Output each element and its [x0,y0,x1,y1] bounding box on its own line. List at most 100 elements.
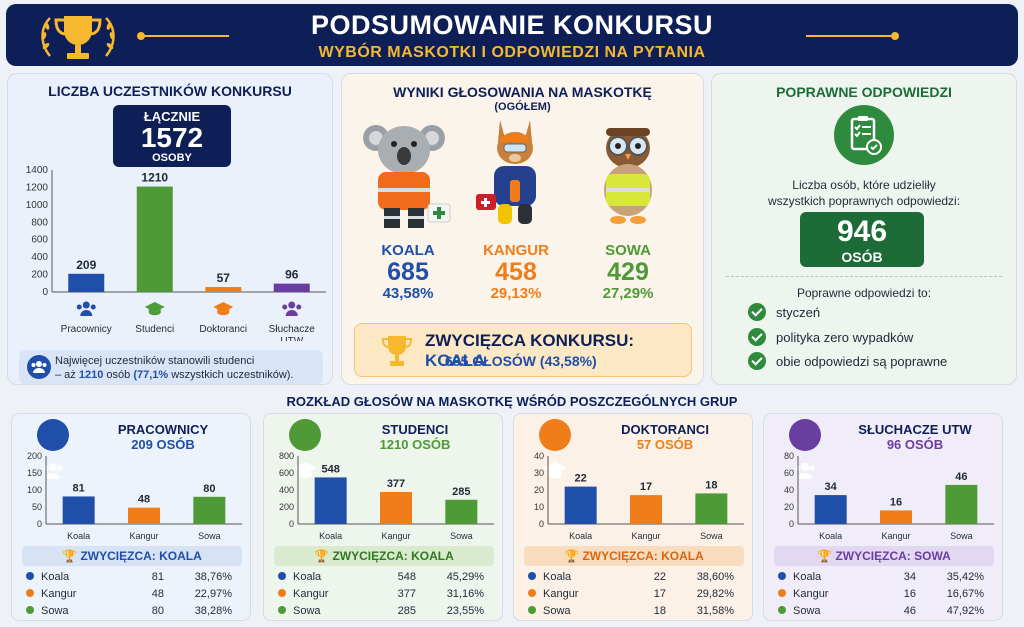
bar-value-label: 377 [387,478,405,490]
row-votes: 80 [151,604,164,617]
row-label: Koala [543,570,572,583]
participants-title: LICZBA UCZESTNIKÓW KONKURSU [48,83,292,99]
check-icon [748,303,766,321]
row-votes: 377 [397,587,416,600]
group-table: Koala 22 38,60% Kangur 17 29,82% Sowa 18 31,58… [528,568,734,619]
answers-panel: POPRAWNE ODPOWIEDZI Liczba osób, które u… [711,73,1017,385]
winner-label: ZWYCIĘZCA KONKURSU: [425,331,635,350]
x-tick-label: Kangur [381,531,410,541]
divider [726,276,1002,277]
group-table: Koala 34 35,42% Kangur 16 16,67% Sowa 46 47,92… [778,568,984,619]
total-value: 1572 [140,122,204,153]
trophy-icon [381,336,413,366]
bar [380,491,412,524]
group-panel-sluchacze-utw: SŁUCHACZE UTW 96 OSÓB 0 20 40 60 80 34 Koala 16… [763,413,1003,621]
winner-votes: 685 GŁOSÓW (43,58%) [445,353,597,369]
mascot-pct: 29,13% [490,285,542,302]
workers-icon [37,419,69,479]
group-table: Koala 548 45,29% Kangur 377 31,16% Sowa 285 23… [278,568,484,619]
bar [814,495,847,524]
y-tick-label: 0 [37,519,42,529]
y-tick-label: 1400 [26,166,49,176]
mascot-votes: 685 [387,258,429,286]
row-pct: 31,58% [696,604,734,617]
group-count: 96 OSÓB [886,437,944,452]
row-votes: 18 [653,604,666,617]
y-tick-label: 80 [784,451,794,461]
group-panel-doktoranci: DOKTORANCI 57 OSÓB 0 10 20 30 40 22 Koala 17 Kan… [513,413,753,621]
legend-dot [26,571,34,580]
x-tick-label: Koala [67,531,90,541]
mascot-name: SOWA [605,242,651,259]
x-tick-label: Kangur [631,531,660,541]
group-name: PRACOWNICY [117,422,209,437]
row-label: Sowa [41,604,69,617]
header-rule-left [141,35,229,37]
graduation-cap-icon [213,302,234,316]
row-label: Koala [793,570,822,583]
bar-value-label: 18 [705,479,717,491]
x-tick-label: Koala [819,531,842,541]
table-row: Kangur 16 16,67% [778,585,984,602]
row-votes: 81 [151,570,164,583]
x-tick-label: Pracownicy [61,324,112,335]
row-label: Kangur [543,587,579,600]
group-winner: ZWYCIĘZCA: SOWA [835,549,951,563]
y-tick-label: 1200 [26,182,49,193]
y-tick-label: 400 [279,485,294,495]
legend-dot [778,571,786,580]
legend-dot [528,588,536,597]
y-tick-label: 200 [27,451,42,461]
header-dot [137,32,145,40]
group-bar-chart: 0 200 400 600 800 548 Koala 377 Kangur 285 Sowa [279,451,494,541]
y-tick-label: 0 [789,519,794,529]
y-tick-label: 400 [31,252,48,263]
bar-value-label: 57 [217,271,231,285]
note-count: 1210 [78,369,104,381]
legend-dot [278,588,286,597]
bar [695,493,728,524]
y-tick-label: 600 [31,235,48,246]
bar [136,186,173,292]
bar-value-label: 209 [76,258,96,272]
graduation-cap-icon [144,302,165,316]
correct-unit: OSÓB [841,249,883,265]
bar [314,477,347,524]
y-tick-label: 1000 [26,200,49,211]
winner-line: ZWYCIĘZCA KONKURSU: KOALA [425,331,691,371]
y-tick-label: 200 [31,270,48,281]
row-pct: 22,97% [194,587,232,600]
voting-title: WYNIKI GŁOSOWANIA NA MASKOTKĘ [393,84,652,100]
y-tick-label: 60 [784,468,794,478]
total-label: ŁĄCZNIE [143,109,201,124]
y-tick-label: 20 [784,502,794,512]
y-tick-label: 30 [534,468,544,478]
y-tick-label: 40 [784,485,794,495]
y-tick-label: 40 [534,451,544,461]
group-icon [282,301,302,316]
bar-value-label: 46 [955,471,967,483]
participants-note: Najwięcej uczestników stanowili studenci… [19,350,323,384]
mascot-pct: 43,58% [382,285,434,302]
table-row: Koala 34 35,42% [778,568,984,585]
table-row: Kangur 48 22,97% [26,585,232,602]
x-tick-label: Studenci [135,324,174,335]
y-tick-label: 0 [289,519,294,529]
group-name: SŁUCHACZE UTW [858,422,972,437]
x-tick-label: Sowa [198,531,221,541]
table-row: Sowa 46 47,92% [778,602,984,619]
x-tick-label: Kangur [881,531,910,541]
row-label: Sowa [293,604,321,617]
trophy-laurel-icon [41,16,115,59]
mascot-sowa-stats: SOWA 429 27,29% [582,242,674,302]
group-bar-chart: 0 10 20 30 40 22 Koala 17 Kangur 18 Sowa [534,451,744,541]
group-panel-pracownicy: PRACOWNICY 209 OSÓB 0 50 100 150 200 81 Koala 4… [11,413,251,621]
header-rule-right [806,35,894,37]
group-winner: ZWYCIĘZCA: KOALA [332,549,454,563]
answers-description: Liczba osób, które udzieliły wszystkich … [712,177,1016,209]
participants-bar-chart: 0 200 400 600 800 1000 1200 1400 209 1210 57 96 Prac… [26,166,326,341]
bar-value-label: 80 [203,483,215,495]
group-winner-band: 🏆 ZWYCIĘZCA: KOALA [524,546,744,566]
workers-icon [76,301,96,316]
total-unit: OSOBY [152,152,192,164]
